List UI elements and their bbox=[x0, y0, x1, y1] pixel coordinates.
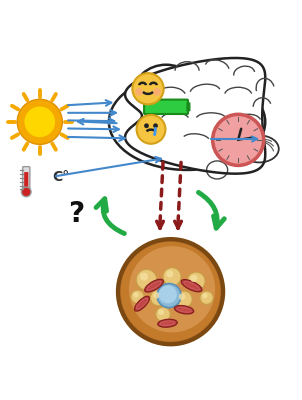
Circle shape bbox=[187, 272, 205, 290]
Circle shape bbox=[153, 123, 158, 128]
Circle shape bbox=[158, 309, 164, 315]
Circle shape bbox=[24, 106, 55, 137]
Circle shape bbox=[202, 293, 207, 298]
Ellipse shape bbox=[207, 161, 228, 179]
Ellipse shape bbox=[135, 296, 149, 311]
FancyBboxPatch shape bbox=[144, 100, 188, 114]
Circle shape bbox=[118, 239, 223, 344]
Circle shape bbox=[213, 114, 264, 166]
Circle shape bbox=[166, 270, 173, 278]
Circle shape bbox=[153, 292, 160, 298]
Circle shape bbox=[144, 123, 149, 128]
Circle shape bbox=[129, 246, 215, 332]
Circle shape bbox=[131, 290, 144, 304]
Circle shape bbox=[153, 88, 161, 96]
Circle shape bbox=[133, 292, 138, 298]
FancyBboxPatch shape bbox=[23, 167, 30, 193]
Circle shape bbox=[150, 290, 167, 306]
Circle shape bbox=[136, 270, 157, 290]
Circle shape bbox=[17, 99, 62, 144]
Circle shape bbox=[159, 285, 177, 304]
Ellipse shape bbox=[133, 65, 199, 125]
Circle shape bbox=[132, 73, 164, 104]
FancyBboxPatch shape bbox=[24, 172, 28, 191]
Ellipse shape bbox=[109, 74, 265, 170]
Ellipse shape bbox=[181, 280, 202, 292]
Circle shape bbox=[163, 268, 181, 286]
Text: ?: ? bbox=[68, 200, 84, 228]
Circle shape bbox=[135, 88, 143, 96]
Circle shape bbox=[200, 291, 213, 304]
Ellipse shape bbox=[175, 306, 194, 314]
Ellipse shape bbox=[115, 77, 259, 161]
Circle shape bbox=[140, 272, 148, 281]
Ellipse shape bbox=[178, 65, 244, 119]
Ellipse shape bbox=[158, 319, 177, 327]
Circle shape bbox=[120, 242, 220, 342]
Circle shape bbox=[157, 284, 181, 308]
Circle shape bbox=[21, 187, 31, 197]
Circle shape bbox=[156, 307, 170, 322]
Polygon shape bbox=[125, 58, 265, 174]
Circle shape bbox=[176, 291, 192, 307]
FancyBboxPatch shape bbox=[187, 103, 190, 111]
Circle shape bbox=[153, 133, 156, 136]
Circle shape bbox=[215, 116, 262, 163]
Ellipse shape bbox=[240, 135, 279, 162]
Ellipse shape bbox=[145, 279, 163, 292]
Circle shape bbox=[190, 275, 198, 282]
Circle shape bbox=[179, 294, 185, 300]
Text: C°: C° bbox=[52, 170, 69, 184]
Circle shape bbox=[137, 115, 165, 144]
